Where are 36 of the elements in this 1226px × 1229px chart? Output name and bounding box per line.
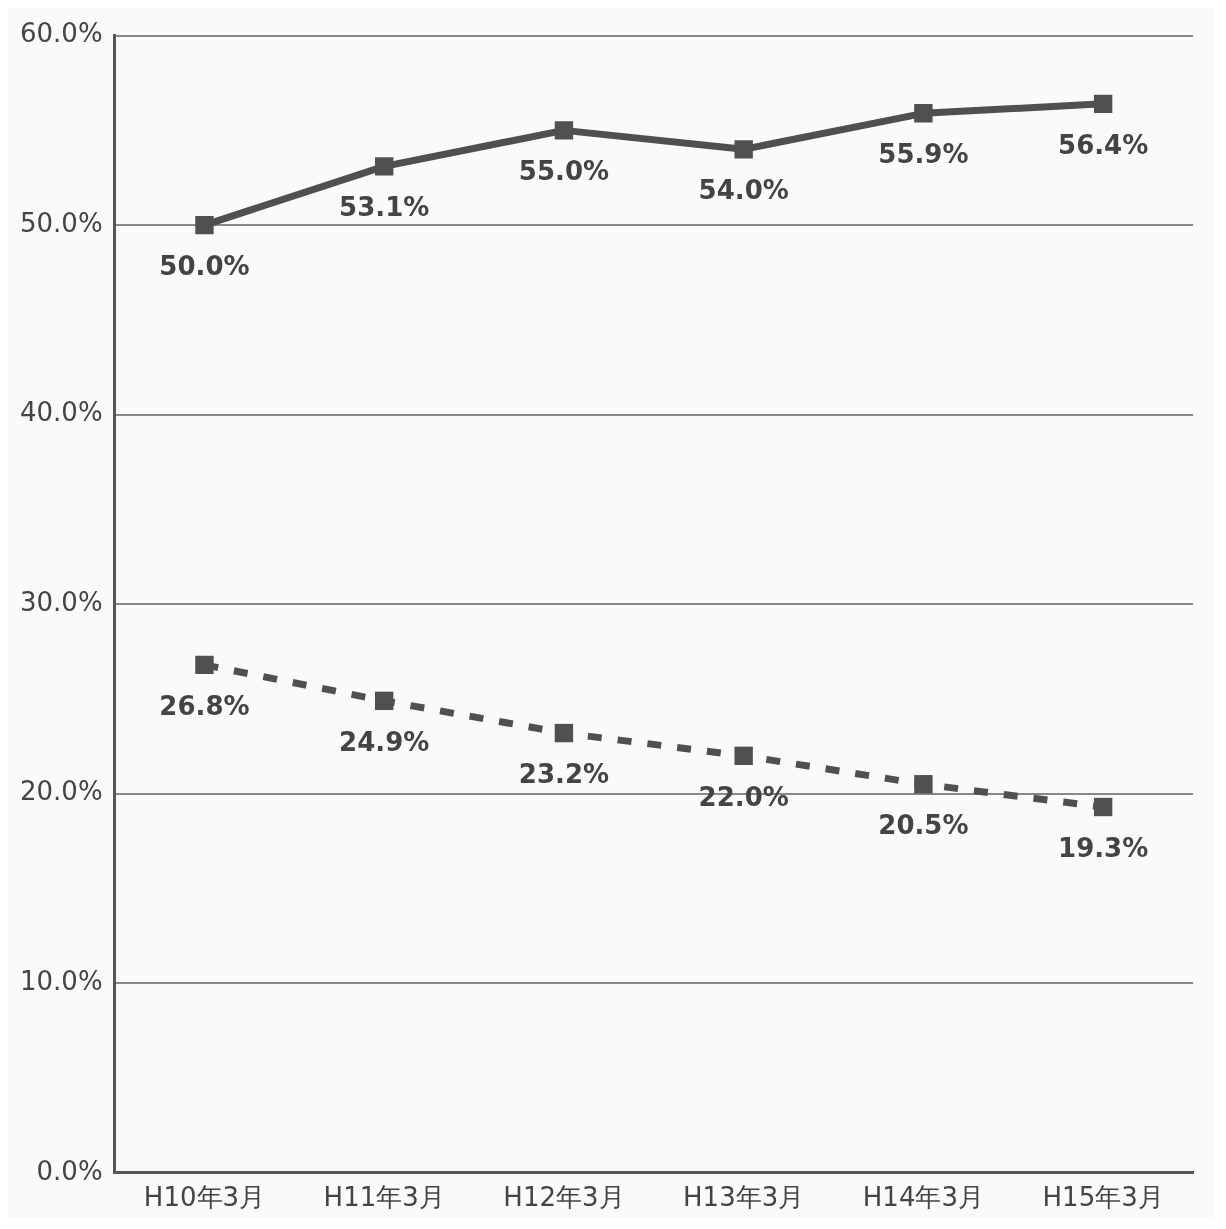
data-label: 19.3% <box>1058 832 1149 863</box>
point <box>195 215 214 235</box>
data-label: 24.9% <box>339 726 430 757</box>
y-tick-label: 50.0% <box>19 207 103 238</box>
data-label: 53.1% <box>339 192 430 223</box>
x-tick-label: H13年3月 <box>683 1182 805 1213</box>
point <box>195 655 214 675</box>
point <box>914 104 933 123</box>
data-label: 50.0% <box>159 250 250 281</box>
data-label: 55.0% <box>518 156 610 187</box>
data-label: 23.2% <box>518 758 610 789</box>
y-tick-label: 40.0% <box>19 397 103 428</box>
point <box>1093 94 1113 114</box>
point <box>734 140 753 159</box>
x-tick-label: H12年3月 <box>503 1182 625 1213</box>
point <box>554 121 574 140</box>
y-tick-label: 0.0% <box>36 1155 103 1186</box>
point <box>1093 797 1113 817</box>
point <box>734 746 753 766</box>
point <box>375 691 394 711</box>
x-tick-label: H14年3月 <box>862 1182 984 1213</box>
x-tick-label: H10年3月 <box>143 1182 266 1213</box>
data-label: 54.0% <box>698 175 789 206</box>
point <box>375 157 394 176</box>
point <box>914 775 933 794</box>
y-tick-label: 20.0% <box>19 776 103 807</box>
x-tick-label: H15年3月 <box>1042 1182 1164 1213</box>
data-label: 56.4% <box>1058 129 1149 160</box>
point <box>554 723 574 743</box>
y-tick-label: 60.0% <box>19 18 103 49</box>
data-label: 20.5% <box>878 810 969 841</box>
data-label: 55.9% <box>878 139 969 170</box>
y-tick-label: 10.0% <box>19 966 103 997</box>
data-label: 26.8% <box>159 690 250 721</box>
x-tick-label: H11年3月 <box>323 1182 445 1213</box>
y-tick-label: 30.0% <box>19 586 103 617</box>
